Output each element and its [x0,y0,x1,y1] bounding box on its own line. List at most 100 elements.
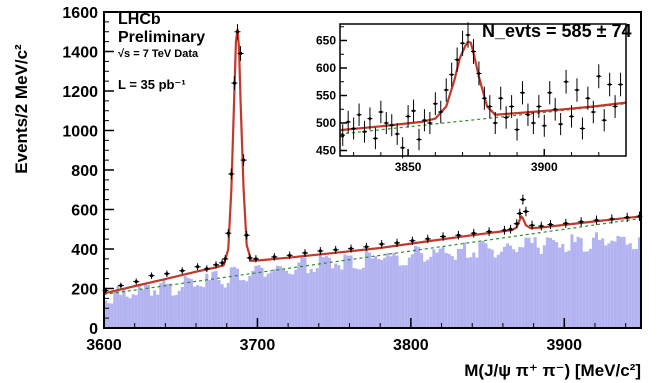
histogram-bin [392,252,396,328]
data-point [286,251,293,260]
data-point [163,270,170,277]
data-point [454,47,460,73]
histogram-bin [128,298,132,328]
histogram-bin [254,265,258,328]
main-data-points [102,24,643,294]
histogram-bin [211,271,215,328]
data-point [516,208,523,219]
histogram-bin [634,248,638,328]
data-point [514,118,520,141]
histogram-bin [226,282,230,328]
histogram-bin [340,269,344,328]
histogram-bin [260,267,264,328]
data-point [348,244,355,253]
histogram-bin [297,262,301,328]
histogram-bin [159,283,163,328]
histogram-bin [303,257,307,328]
data-point [481,86,487,110]
data-point [416,128,422,151]
histogram-bin [358,269,362,328]
histogram-bin [576,236,580,328]
histogram-bin [459,249,464,328]
histogram-bin [579,238,583,328]
data-point [351,117,357,140]
histogram-bin [214,271,218,328]
data-point [252,255,259,263]
x-axis-title: M(J/ψ π⁺ π⁻) [MeV/c²] [464,361,641,380]
data-point [552,97,558,121]
data-point [541,114,547,137]
y-tick-label: 450 [316,144,336,158]
histogram-bin [328,257,332,328]
histogram-bin [432,249,436,328]
histogram-bin [475,257,479,328]
data-point [519,194,526,205]
data-point [389,114,395,137]
y-tick-label: 600 [316,61,336,75]
data-point [607,72,613,97]
data-point [411,99,417,123]
data-point [213,261,220,269]
histogram-bin [613,241,617,328]
data-point [536,95,542,118]
histogram-bin [438,248,442,328]
y-tick-label: 650 [316,34,336,48]
histogram-bin [628,243,632,328]
histogram-bin [122,288,126,328]
y-tick-label: 500 [316,116,336,130]
data-point [405,105,411,128]
data-point [240,154,247,166]
data-point [383,111,389,135]
histogram-bin [380,259,384,328]
data-point [503,106,509,129]
histogram-bin [383,257,387,328]
histogram-bin [533,237,537,328]
data-point [356,103,362,126]
data-point [601,109,607,132]
histogram-bin [361,267,365,328]
histogram-bin [266,273,270,328]
data-point [547,81,553,105]
histogram-bin [248,275,252,328]
histogram-bin [601,238,605,328]
histogram-bin [343,254,347,328]
histogram-bin [570,234,574,328]
histogram-bin [429,256,433,328]
background-line [103,217,642,296]
histogram-bin [199,286,203,328]
inset-axes: 3850 3900 450 500 550 600 650 [316,26,627,174]
histogram-bin [548,237,553,328]
luminosity-label: L = 35 pb⁻¹ [118,77,186,92]
histogram-bin [192,286,197,328]
data-point [378,239,385,249]
histogram-bin [220,284,224,328]
data-point [394,238,401,247]
data-point [203,265,210,273]
histogram-bin [208,279,212,328]
histogram-bin [426,259,430,328]
y-tick-label: 1000 [62,124,98,141]
data-point [301,249,308,257]
histogram-bin [401,265,405,328]
histogram-bin [346,255,350,328]
histogram-bin [616,235,620,328]
histogram-bin [487,248,491,328]
histogram-bin [104,300,108,328]
data-point [547,219,554,230]
histogram-bin [386,252,390,328]
data-point [563,69,569,94]
histogram-bin [269,272,273,328]
histogram-bin [272,269,276,328]
histogram-bin [496,254,500,328]
data-point [507,224,514,234]
data-point [117,282,124,289]
y-tick-label: 800 [71,163,98,180]
histogram-bin [490,249,494,328]
y-tick-label: 1200 [62,84,98,101]
data-point [455,230,462,240]
histogram-bin [235,268,240,328]
fit-line [339,40,627,132]
histogram-bin [389,256,393,328]
data-point [372,127,378,150]
y-tick-label: 550 [316,89,336,103]
